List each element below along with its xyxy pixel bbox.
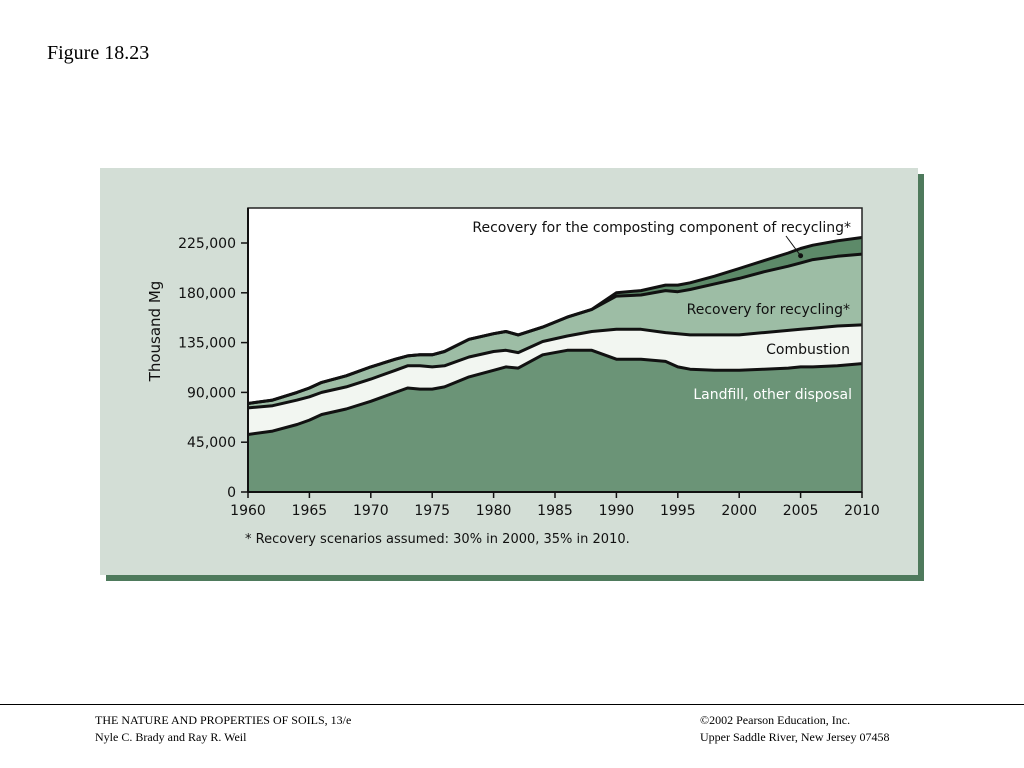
composting-leader-line [785, 235, 802, 257]
area-chart: 0 45,000 90,000 135,000 180,000 225,000 1960 19… [146, 207, 880, 547]
x-tick-label: 2010 [844, 503, 880, 519]
series-boundary-2 [247, 323, 863, 410]
chart-footnote: * Recovery scenarios assumed: 30% in 200… [245, 532, 630, 547]
footer-authors: Nyle C. Brady and Ray R. Weil [95, 730, 247, 744]
area-3 [248, 254, 862, 408]
y-tick-label: 45,000 [187, 435, 236, 451]
footer-copyright: ©2002 Pearson Education, Inc. [700, 713, 851, 727]
x-tick-label: 1980 [476, 503, 512, 519]
x-tick-label: 2000 [721, 503, 757, 519]
figure-label: Figure 18.23 [47, 42, 150, 64]
y-tick-label: 0 [227, 485, 236, 501]
figure-card: 0 45,000 90,000 135,000 180,000 225,000 1960 19… [100, 168, 918, 575]
y-tick-label: 180,000 [178, 286, 236, 302]
footer-right: ©2002 Pearson Education, Inc. Upper Sadd… [700, 712, 889, 746]
x-tick-label: 1965 [292, 503, 328, 519]
area-2 [248, 324, 862, 435]
series-boundary-4 [247, 236, 863, 405]
footer-book-title: THE NATURE AND PROPERTIES OF SOILS, 13/e [95, 713, 352, 727]
composting-leader-dot [798, 253, 804, 259]
series-label-1: Landfill, other disposal [693, 387, 852, 403]
footer-divider [0, 704, 1024, 705]
x-tick-label: 1960 [230, 503, 266, 519]
area-1 [248, 350, 862, 492]
axes [241, 207, 863, 498]
tick-labels: 0 45,000 90,000 135,000 180,000 225,000 1960 19… [178, 236, 880, 519]
x-tick-label: 1970 [353, 503, 389, 519]
x-tick-label: 2005 [783, 503, 819, 519]
y-tick-label: 135,000 [178, 336, 236, 352]
y-axis-label: Thousand Mg [146, 281, 164, 383]
y-tick-label: 90,000 [187, 385, 236, 401]
footer-left: THE NATURE AND PROPERTIES OF SOILS, 13/e… [95, 712, 351, 746]
x-tick-label: 1995 [660, 503, 696, 519]
series-label-4: Recovery for the composting component of… [472, 220, 851, 236]
series-labels: Landfill, other disposal Combustion Recove… [472, 220, 852, 403]
x-tick-label: 1985 [537, 503, 573, 519]
area-series-group [247, 236, 863, 492]
series-label-2: Combustion [766, 342, 850, 358]
y-tick-label: 225,000 [178, 236, 236, 252]
x-tick-label: 1975 [414, 503, 450, 519]
series-label-3: Recovery for recycling* [687, 302, 850, 318]
series-boundary-1 [247, 348, 863, 436]
footer-publisher-location: Upper Saddle River, New Jersey 07458 [700, 730, 890, 744]
x-tick-label: 1990 [599, 503, 635, 519]
